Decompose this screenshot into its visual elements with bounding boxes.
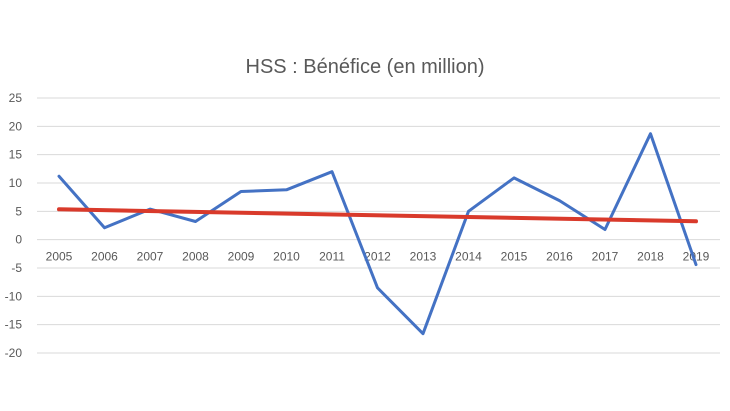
- x-axis-ticks: 2005 2006 2007 2008 2009 2010 2011 2012 2013 2014…: [46, 250, 710, 264]
- x-tick-label: 2017: [592, 250, 619, 264]
- y-tick-label: -5: [11, 261, 22, 275]
- x-tick-label: 2010: [273, 250, 300, 264]
- x-tick-label: 2012: [364, 250, 391, 264]
- x-tick-label: 2009: [228, 250, 255, 264]
- y-tick-label: -10: [5, 289, 23, 303]
- x-tick-label: 2016: [546, 250, 573, 264]
- x-tick-label: 2014: [455, 250, 482, 264]
- gridlines: [37, 97, 720, 354]
- x-tick-label: 2008: [182, 250, 209, 264]
- y-tick-label: 25: [9, 91, 23, 105]
- y-tick-label: 0: [15, 233, 22, 247]
- series-line: [57, 132, 698, 336]
- x-tick-label: 2011: [319, 250, 345, 264]
- x-tick-label: 2005: [46, 250, 73, 264]
- y-tick-label: 15: [9, 148, 23, 162]
- y-axis-ticks: 25 20 15 10 5 0 -5 -10 -15 -20: [5, 91, 23, 360]
- x-tick-label: 2018: [637, 250, 664, 264]
- x-tick-label: 2015: [501, 250, 528, 264]
- x-tick-label: 2013: [410, 250, 437, 264]
- series-layer: [57, 132, 698, 336]
- y-tick-label: -20: [5, 346, 23, 360]
- y-tick-label: -15: [5, 318, 23, 332]
- x-tick-label: 2006: [91, 250, 118, 264]
- x-tick-label: 2019: [683, 250, 710, 264]
- x-tick-label: 2007: [137, 250, 164, 264]
- trendline: [57, 207, 698, 224]
- y-tick-label: 5: [15, 204, 22, 218]
- chart-title: HSS : Bénéfice (en million): [245, 56, 485, 78]
- y-tick-label: 20: [9, 119, 23, 133]
- y-tick-label: 10: [9, 176, 23, 190]
